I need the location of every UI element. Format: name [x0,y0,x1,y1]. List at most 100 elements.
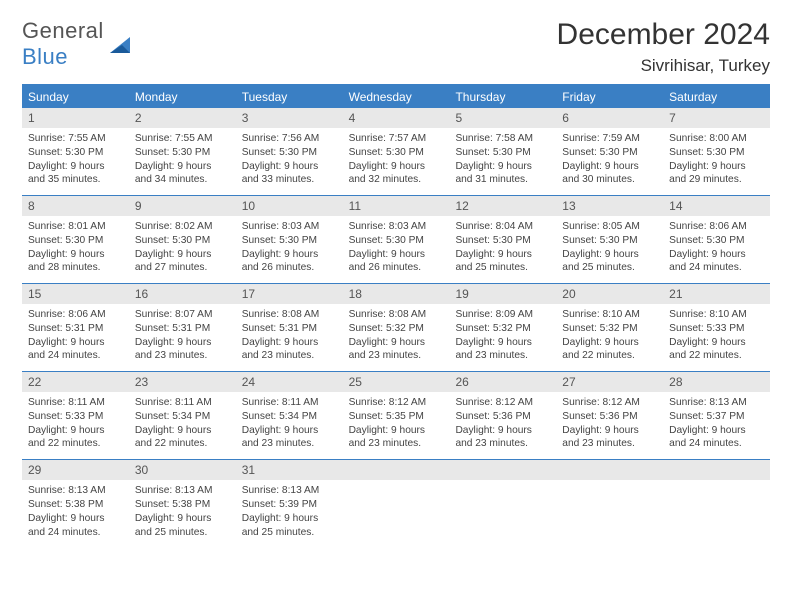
daylight-line: Daylight: 9 hours and 23 minutes. [349,336,444,364]
day-info: Sunrise: 8:13 AMSunset: 5:39 PMDaylight:… [236,484,343,539]
daylight-line: Daylight: 9 hours and 25 minutes. [562,248,657,276]
dayhead-mon: Monday [129,86,236,108]
dayhead-fri: Friday [556,86,663,108]
day-number: 6 [556,108,663,128]
day-number: 13 [556,196,663,216]
daylight-line: Daylight: 9 hours and 22 minutes. [562,336,657,364]
location-label: Sivrihisar, Turkey [557,56,770,76]
calendar-week: 22Sunrise: 8:11 AMSunset: 5:33 PMDayligh… [22,372,770,460]
calendar-cell: 7Sunrise: 8:00 AMSunset: 5:30 PMDaylight… [663,108,770,195]
day-info: Sunrise: 7:59 AMSunset: 5:30 PMDaylight:… [556,132,663,187]
calendar-cell: 28Sunrise: 8:13 AMSunset: 5:37 PMDayligh… [663,372,770,459]
daylight-line: Daylight: 9 hours and 24 minutes. [669,248,764,276]
day-number: 14 [663,196,770,216]
day-info: Sunrise: 8:12 AMSunset: 5:36 PMDaylight:… [449,396,556,451]
sunset-line: Sunset: 5:30 PM [455,234,550,248]
sunrise-line: Sunrise: 8:03 AM [242,220,337,234]
day-number: 3 [236,108,343,128]
day-info: Sunrise: 7:55 AMSunset: 5:30 PMDaylight:… [129,132,236,187]
sunrise-line: Sunrise: 8:06 AM [28,308,123,322]
sunrise-line: Sunrise: 8:10 AM [669,308,764,322]
day-info: Sunrise: 7:58 AMSunset: 5:30 PMDaylight:… [449,132,556,187]
calendar-cell: 21Sunrise: 8:10 AMSunset: 5:33 PMDayligh… [663,284,770,371]
day-number: 5 [449,108,556,128]
sunset-line: Sunset: 5:30 PM [669,146,764,160]
calendar-cell: 23Sunrise: 8:11 AMSunset: 5:34 PMDayligh… [129,372,236,459]
header: General Blue December 2024 Sivrihisar, T… [22,18,770,76]
day-header-row: Sunday Monday Tuesday Wednesday Thursday… [22,86,770,108]
sunrise-line: Sunrise: 8:08 AM [242,308,337,322]
calendar-cell: 31Sunrise: 8:13 AMSunset: 5:39 PMDayligh… [236,460,343,547]
daylight-line: Daylight: 9 hours and 27 minutes. [135,248,230,276]
day-number: 4 [343,108,450,128]
daylight-line: Daylight: 9 hours and 28 minutes. [28,248,123,276]
page-title: December 2024 [557,18,770,52]
sunset-line: Sunset: 5:35 PM [349,410,444,424]
day-number: 9 [129,196,236,216]
dayhead-wed: Wednesday [343,86,450,108]
sunset-line: Sunset: 5:31 PM [242,322,337,336]
sunset-line: Sunset: 5:32 PM [349,322,444,336]
calendar-cell [449,460,556,547]
daylight-line: Daylight: 9 hours and 22 minutes. [669,336,764,364]
day-info: Sunrise: 8:13 AMSunset: 5:38 PMDaylight:… [129,484,236,539]
sunset-line: Sunset: 5:36 PM [562,410,657,424]
day-info: Sunrise: 8:13 AMSunset: 5:37 PMDaylight:… [663,396,770,451]
calendar-cell [556,460,663,547]
calendar-cell: 12Sunrise: 8:04 AMSunset: 5:30 PMDayligh… [449,196,556,283]
day-info: Sunrise: 8:06 AMSunset: 5:30 PMDaylight:… [663,220,770,275]
sunset-line: Sunset: 5:30 PM [242,234,337,248]
sunset-line: Sunset: 5:30 PM [28,234,123,248]
sunset-line: Sunset: 5:38 PM [135,498,230,512]
sunset-line: Sunset: 5:33 PM [28,410,123,424]
sunrise-line: Sunrise: 8:13 AM [135,484,230,498]
calendar-cell: 19Sunrise: 8:09 AMSunset: 5:32 PMDayligh… [449,284,556,371]
sunset-line: Sunset: 5:32 PM [455,322,550,336]
dayhead-tue: Tuesday [236,86,343,108]
sunrise-line: Sunrise: 8:11 AM [28,396,123,410]
daylight-line: Daylight: 9 hours and 22 minutes. [28,424,123,452]
calendar-cell: 9Sunrise: 8:02 AMSunset: 5:30 PMDaylight… [129,196,236,283]
sunset-line: Sunset: 5:32 PM [562,322,657,336]
calendar-cell: 10Sunrise: 8:03 AMSunset: 5:30 PMDayligh… [236,196,343,283]
day-info: Sunrise: 8:13 AMSunset: 5:38 PMDaylight:… [22,484,129,539]
calendar-cell: 27Sunrise: 8:12 AMSunset: 5:36 PMDayligh… [556,372,663,459]
sunrise-line: Sunrise: 7:55 AM [135,132,230,146]
day-number: 17 [236,284,343,304]
sunrise-line: Sunrise: 8:08 AM [349,308,444,322]
logo: General Blue [22,18,134,70]
calendar-cell: 30Sunrise: 8:13 AMSunset: 5:38 PMDayligh… [129,460,236,547]
daylight-line: Daylight: 9 hours and 23 minutes. [349,424,444,452]
calendar-grid: Sunday Monday Tuesday Wednesday Thursday… [22,84,770,547]
daylight-line: Daylight: 9 hours and 29 minutes. [669,160,764,188]
calendar-cell: 13 Sunrise: 8:05 AMSunset: 5:30 PMDayligh… [556,196,663,283]
sunrise-line: Sunrise: 8:05 AM [562,220,657,234]
sunset-line: Sunset: 5:30 PM [28,146,123,160]
day-info: Sunrise: 8:12 AMSunset: 5:35 PMDaylight:… [343,396,450,451]
sunset-line: Sunset: 5:30 PM [562,234,657,248]
day-info: Sunrise: 8:04 AMSunset: 5:30 PMDaylight:… [449,220,556,275]
daylight-line: Daylight: 9 hours and 34 minutes. [135,160,230,188]
sunrise-line: Sunrise: 8:11 AM [242,396,337,410]
sunset-line: Sunset: 5:39 PM [242,498,337,512]
sunset-line: Sunset: 5:30 PM [349,234,444,248]
day-info: Sunrise: 8:09 AMSunset: 5:32 PMDaylight:… [449,308,556,363]
daylight-line: Daylight: 9 hours and 23 minutes. [562,424,657,452]
daylight-line: Daylight: 9 hours and 23 minutes. [455,424,550,452]
sunset-line: Sunset: 5:38 PM [28,498,123,512]
day-number: 20 [556,284,663,304]
day-info: Sunrise: 8:06 AMSunset: 5:31 PMDaylight:… [22,308,129,363]
calendar-cell: 20 Sunrise: 8:10 AMSunset: 5:32 PMDayligh… [556,284,663,371]
day-number-empty [556,460,663,480]
day-info: Sunrise: 8:01 AMSunset: 5:30 PMDaylight:… [22,220,129,275]
calendar-cell: 25Sunrise: 8:12 AMSunset: 5:35 PMDayligh… [343,372,450,459]
sunrise-line: Sunrise: 8:12 AM [349,396,444,410]
sunrise-line: Sunrise: 8:01 AM [28,220,123,234]
logo-text-general: General [22,18,104,44]
sunset-line: Sunset: 5:30 PM [135,234,230,248]
calendar-cell: 6 Sunrise: 7:59 AMSunset: 5:30 PMDaylight… [556,108,663,195]
day-number: 10 [236,196,343,216]
day-number: 21 [663,284,770,304]
daylight-line: Daylight: 9 hours and 32 minutes. [349,160,444,188]
sunrise-line: Sunrise: 8:10 AM [562,308,657,322]
